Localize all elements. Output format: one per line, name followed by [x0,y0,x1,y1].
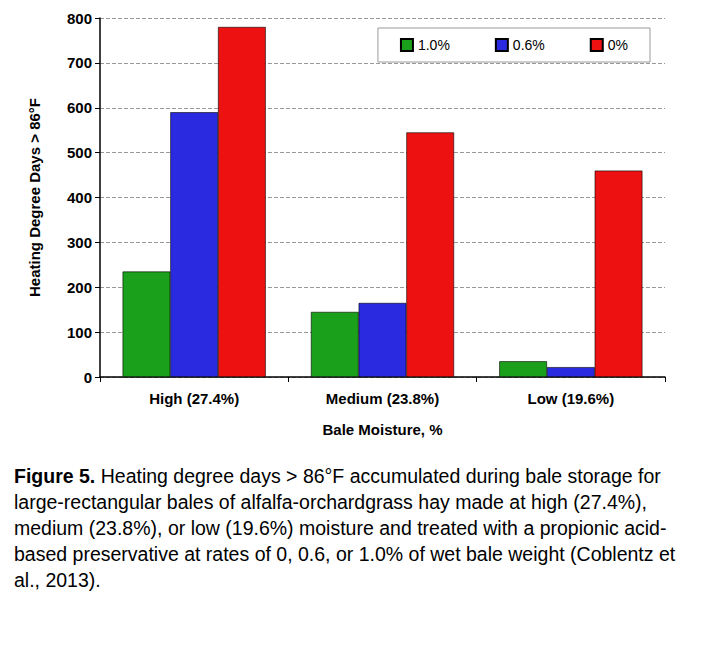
svg-text:100: 100 [67,324,92,341]
svg-text:Heating Degree Days > 86°F: Heating Degree Days > 86°F [26,98,43,297]
svg-text:High (27.4%): High (27.4%) [149,390,239,407]
html-text:Figure 5. Heating degree days: Figure 5. Heating degree days > 86°F acc… [14,465,676,591]
svg-text:700: 700 [67,54,92,71]
svg-text:400: 400 [67,189,92,206]
svg-text:1.0%: 1.0% [418,37,450,53]
svg-text:Low (19.6%): Low (19.6%) [527,390,614,407]
svg-text:0.6%: 0.6% [513,37,545,53]
svg-text:600: 600 [67,99,92,116]
svg-text:0%: 0% [608,37,628,53]
svg-text:500: 500 [67,144,92,161]
svg-text:200: 200 [67,279,92,296]
svg-text:Bale Moisture, %: Bale Moisture, % [322,421,442,438]
svg-text:300: 300 [67,234,92,251]
svg-text:Medium (23.8%): Medium (23.8%) [326,390,439,407]
svg-text:0: 0 [84,369,92,386]
svg-text:800: 800 [67,10,92,27]
